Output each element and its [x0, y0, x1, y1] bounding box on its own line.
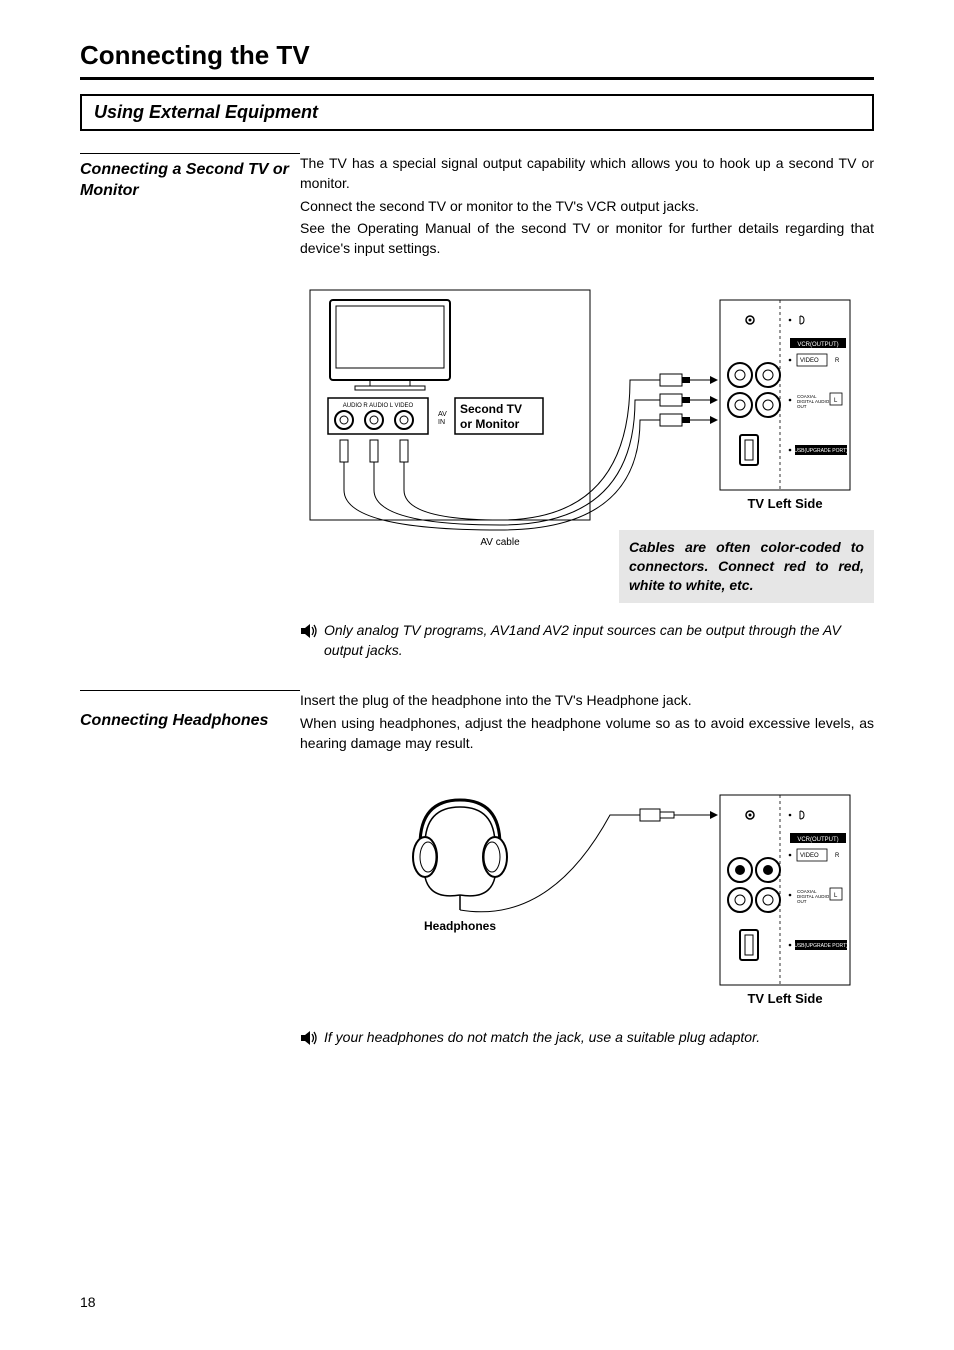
tv-left-side-label: TV Left Side: [747, 496, 822, 511]
note-text: Only analog TV programs, AV1and AV2 inpu…: [324, 621, 874, 660]
page-title: Connecting the TV: [80, 40, 874, 80]
para: Insert the plug of the headphone into th…: [300, 690, 874, 710]
callout-color-coded: Cables are often color-coded to connecto…: [619, 530, 874, 603]
av-cable-label: AV cable: [480, 537, 520, 548]
second-tv-label: Second TV: [460, 402, 522, 416]
block-second-tv: Connecting a Second TV or Monitor The TV…: [80, 153, 874, 260]
section-header: Using External Equipment: [80, 94, 874, 131]
jack-labels: AUDIO R AUDIO L VIDEO: [343, 403, 414, 409]
block-headphones: Connecting Headphones Insert the plug of…: [80, 690, 874, 755]
video-r-label: R: [835, 853, 840, 859]
tv-left-side-label: TV Left Side: [747, 991, 822, 1005]
body-text-headphones: Insert the plug of the headphone into th…: [300, 690, 874, 755]
note-second-tv: Only analog TV programs, AV1and AV2 inpu…: [300, 621, 874, 660]
headphones-label: Headphones: [424, 919, 496, 933]
para: Connect the second TV or monitor to the …: [300, 196, 874, 216]
page-number: 18: [80, 1294, 96, 1310]
coaxial-label3: OUT: [797, 899, 807, 904]
body-text-second-tv: The TV has a special signal output capab…: [300, 153, 874, 260]
av-in-label2: IN: [438, 419, 445, 426]
video-label: VIDEO: [800, 853, 819, 859]
or-monitor-label: or Monitor: [460, 417, 520, 431]
video-r-label: R: [835, 358, 840, 364]
para: The TV has a special signal output capab…: [300, 153, 874, 194]
video-label: VIDEO: [800, 358, 819, 364]
vcr-output-label: VCR(OUTPUT): [797, 342, 838, 348]
av-in-label: AV: [438, 411, 447, 418]
audio-l-label: L: [834, 893, 838, 899]
usb-label: USB(UPGRADE PORT): [794, 448, 848, 454]
note-headphones: If your headphones do not match the jack…: [300, 1028, 874, 1052]
side-heading-second-tv: Connecting a Second TV or Monitor: [80, 153, 300, 260]
para: When using headphones, adjust the headph…: [300, 713, 874, 754]
diagram-headphones: Headphones VCR(OUTPUT) VIDEO R COAXIAL D…: [300, 775, 874, 1010]
coaxial-label3: OUT: [797, 404, 807, 409]
audio-l-label: L: [834, 398, 838, 404]
note-text: If your headphones do not match the jack…: [324, 1028, 760, 1048]
diagram-second-tv: AUDIO R AUDIO L VIDEO AV IN Second TV or…: [300, 280, 874, 603]
vcr-output-label: VCR(OUTPUT): [797, 837, 838, 843]
speaker-icon: [300, 1030, 318, 1052]
speaker-icon: [300, 623, 318, 645]
usb-label: USB(UPGRADE PORT): [794, 943, 848, 949]
para: See the Operating Manual of the second T…: [300, 218, 874, 259]
side-heading-headphones: Connecting Headphones: [80, 690, 300, 755]
